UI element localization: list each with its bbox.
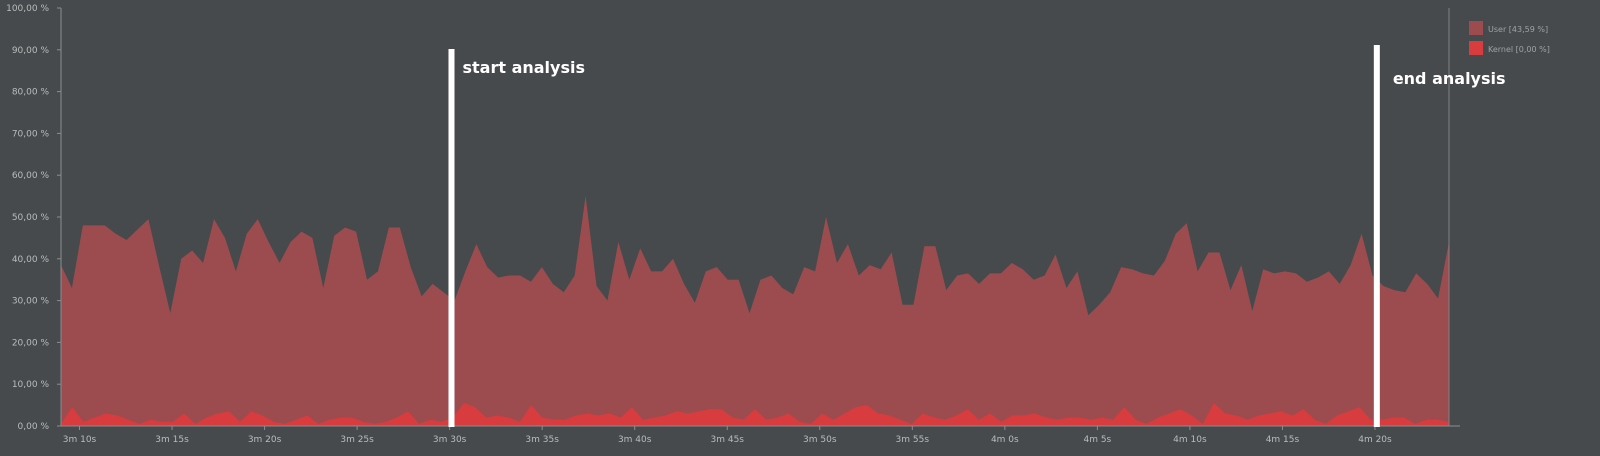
axes: 0,00 % 10,00 % 20,00 % 30,00 % 40,00 % 50,00 …: [6, 4, 1460, 445]
x-tick-label: 4m 5s: [1083, 435, 1111, 445]
x-tick-label: 3m 35s: [525, 435, 559, 445]
analysis-marker-bar: [1373, 45, 1380, 427]
series-area-layer: [61, 196, 1449, 426]
y-tick-label: 90,00 %: [12, 46, 50, 56]
x-tick-label: 3m 40s: [618, 435, 652, 445]
series-area-0: [61, 196, 1449, 426]
y-tick-label: 20,00 %: [12, 338, 50, 348]
x-tick-label: 3m 10s: [63, 435, 97, 445]
y-tick-label: 80,00 %: [12, 88, 50, 98]
analysis-marker-label: start analysis: [462, 58, 585, 77]
analysis-marker-label: end analysis: [1393, 69, 1506, 88]
x-tick-label: 3m 20s: [248, 435, 282, 445]
analysis-marker-bar: [448, 49, 455, 427]
x-tick-label: 4m 20s: [1358, 435, 1392, 445]
y-tick-label: 10,00 %: [12, 380, 50, 390]
x-tick-label: 3m 45s: [710, 435, 744, 445]
x-tick-label: 3m 15s: [155, 435, 189, 445]
y-tick-label: 100,00 %: [6, 4, 49, 14]
x-tick-label: 3m 30s: [433, 435, 467, 445]
analysis-markers: start analysis end analysis: [448, 45, 1506, 427]
legend-label-0: User [43,59 %]: [1488, 25, 1548, 34]
legend: User [43,59 %] Kernel [0,00 %]: [1469, 21, 1550, 55]
series-area-1: [61, 403, 1449, 426]
legend-swatch-0: [1469, 21, 1483, 35]
x-tick-label: 4m 10s: [1173, 435, 1207, 445]
legend-swatch-1: [1469, 41, 1483, 55]
y-tick-label: 30,00 %: [12, 297, 50, 307]
legend-label-1: Kernel [0,00 %]: [1488, 45, 1550, 54]
x-tick-label: 4m 15s: [1266, 435, 1300, 445]
x-tick-label: 3m 50s: [803, 435, 837, 445]
x-tick-label: 3m 55s: [896, 435, 930, 445]
x-tick-label: 3m 25s: [340, 435, 374, 445]
y-tick-label: 50,00 %: [12, 213, 50, 223]
y-tick-label: 0,00 %: [18, 422, 50, 432]
y-tick-label: 60,00 %: [12, 171, 50, 181]
x-tick-label: 4m 0s: [991, 435, 1019, 445]
y-tick-label: 70,00 %: [12, 129, 50, 139]
y-tick-label: 40,00 %: [12, 255, 50, 265]
